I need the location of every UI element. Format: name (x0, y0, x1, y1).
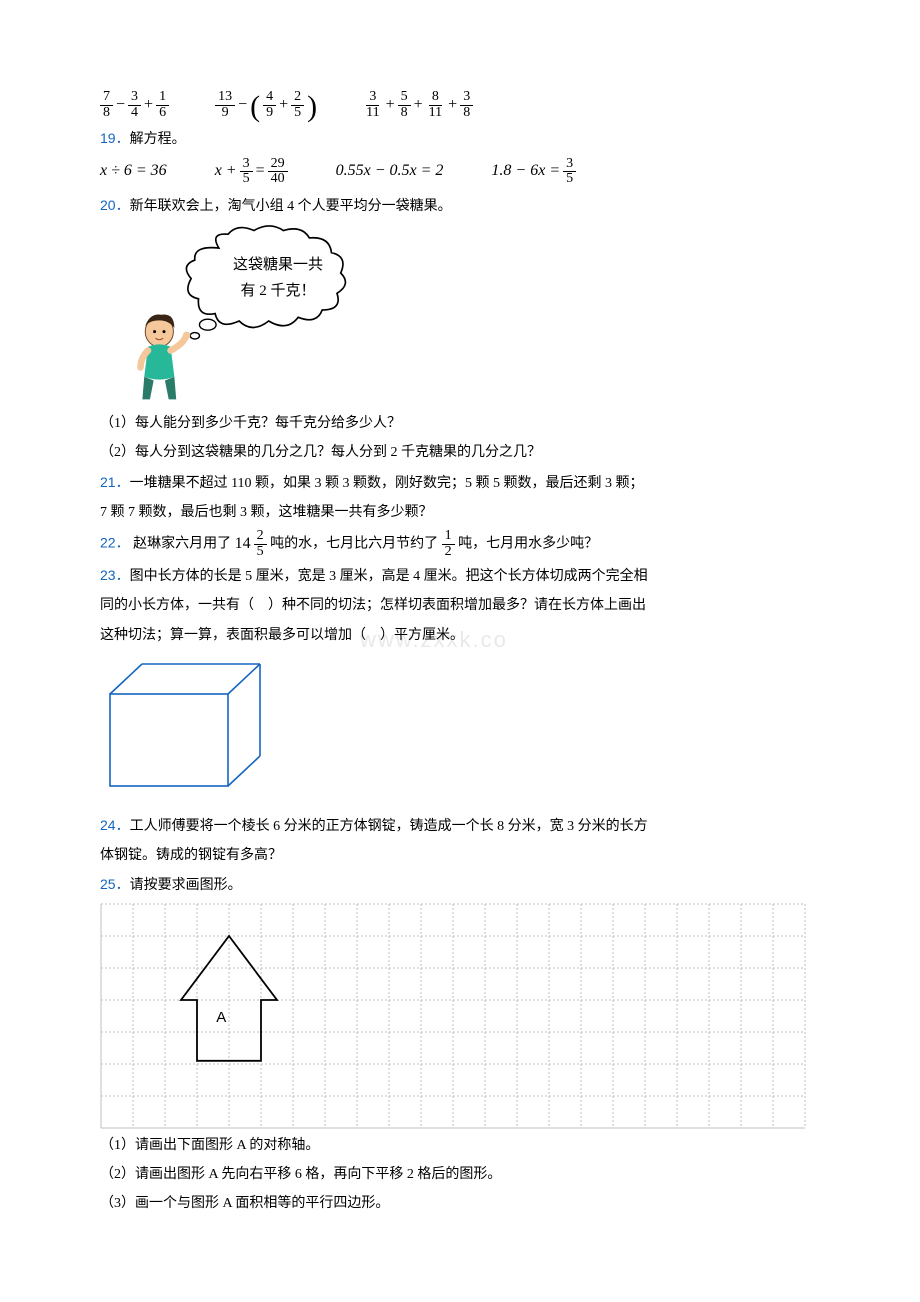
eq-1: x ÷ 6 = 36 (100, 157, 167, 187)
expr-2: 139 − ( 49 + 25 ) (215, 90, 317, 120)
qtext-20: 新年联欢会上，淘气小组 4 个人要平均分一袋糖果。 (130, 199, 452, 214)
qnum-21: 21． (100, 474, 130, 490)
q23-cont2: 这种切法；算一算，表面积最多可以增加（ ）平方厘米。 (100, 623, 820, 648)
qtext-24: 工人师傅要将一个棱长 6 分米的正方体钢锭，铸造成一个长 8 分米，宽 3 分米… (130, 819, 648, 834)
qnum-25: 25． (100, 876, 130, 892)
q22-suf: 吨，七月用水多少吨？ (458, 536, 598, 551)
svg-text:A: A (216, 1009, 226, 1026)
question-19: 19．解方程。 (100, 126, 820, 152)
eq-4: 1.8 − 6x = 35 (491, 157, 576, 187)
question-23: 23．图中长方体的长是 5 厘米，宽是 3 厘米，高是 4 厘米。把这个长方体切… (100, 563, 820, 589)
qnum-23: 23． (100, 567, 130, 583)
qnum-20: 20． (100, 197, 130, 213)
qnum-24: 24． (100, 817, 130, 833)
speech-text: 这袋糖果一共 有 2 千克！ (208, 253, 348, 304)
qnum-22: 22． (100, 534, 130, 550)
expr-3: 311 + 58 + 811 + 38 (363, 90, 473, 120)
grid-figure: A (100, 903, 820, 1129)
question-24: 24．工人师傅要将一个棱长 6 分米的正方体钢锭，铸造成一个长 8 分米，宽 3… (100, 813, 820, 839)
q23-cont1: 同的小长方体，一共有（ ）种不同的切法；怎样切表面积增加最多？请在长方体上画出 (100, 593, 820, 618)
qtext-25: 请按要求画图形。 (130, 878, 242, 893)
qtext-23: 图中长方体的长是 5 厘米，宽是 3 厘米，高是 4 厘米。把这个长方体切成两个… (130, 569, 648, 584)
speech-bubble-figure: 这袋糖果一共 有 2 千克！ (130, 225, 360, 405)
q20-sub2: （2）每人分到这袋糖果的几分之几？每人分到 2 千克糖果的几分之几？ (100, 440, 820, 465)
q25-sub2: （2）请画出图形 A 先向右平移 6 格，再向下平移 2 格后的图形。 (100, 1162, 820, 1187)
expression-row-1: 78 − 34 + 16 139 − ( 49 + 25 ) 311 + 58 … (100, 90, 820, 120)
qnum-19: 19． (100, 130, 130, 146)
question-20: 20．新年联欢会上，淘气小组 4 个人要平均分一袋糖果。 (100, 193, 820, 219)
q22-pre: 赵琳家六月用了 (133, 536, 231, 551)
eq-2: x + 35 = 2940 (215, 157, 288, 187)
q24-cont: 体钢锭。铸成的钢锭有多高？ (100, 843, 820, 868)
cuboid-figure (100, 656, 270, 796)
grid-svg: A (100, 903, 806, 1129)
equation-row: x ÷ 6 = 36 x + 35 = 2940 0.55x − 0.5x = … (100, 157, 820, 187)
qtext-21: 一堆糖果不超过 110 颗，如果 3 颗 3 颗数，刚好数完；5 颗 5 颗数，… (130, 476, 644, 491)
speech-line-2: 有 2 千克！ (208, 279, 348, 305)
q25-sub3: （3）画一个与图形 A 面积相等的平行四边形。 (100, 1191, 820, 1216)
q21-cont: 7 颗 7 颗数，最后也剩 3 颗，这堆糖果一共有多少颗？ (100, 500, 820, 525)
question-21: 21．一堆糖果不超过 110 颗，如果 3 颗 3 颗数，刚好数完；5 颗 5 … (100, 470, 820, 496)
q22-mixed-int: 14 (235, 530, 251, 559)
speech-line-1: 这袋糖果一共 (208, 253, 348, 279)
question-25: 25．请按要求画图形。 (100, 872, 820, 898)
kid-icon (130, 311, 198, 405)
q22-mid: 吨的水，七月比六月节约了 (270, 536, 438, 551)
qtext-19: 解方程。 (130, 132, 186, 147)
expr-1: 78 − 34 + 16 (100, 90, 169, 120)
question-22: 22． 赵琳家六月用了 14 25 吨的水，七月比六月节约了 12 吨，七月用水… (100, 529, 820, 559)
eq-3: 0.55x − 0.5x = 2 (336, 157, 444, 187)
q25-sub1: （1）请画出下面图形 A 的对称轴。 (100, 1133, 820, 1158)
q20-sub1: （1）每人能分到多少千克？每千克分给多少人？ (100, 411, 820, 436)
